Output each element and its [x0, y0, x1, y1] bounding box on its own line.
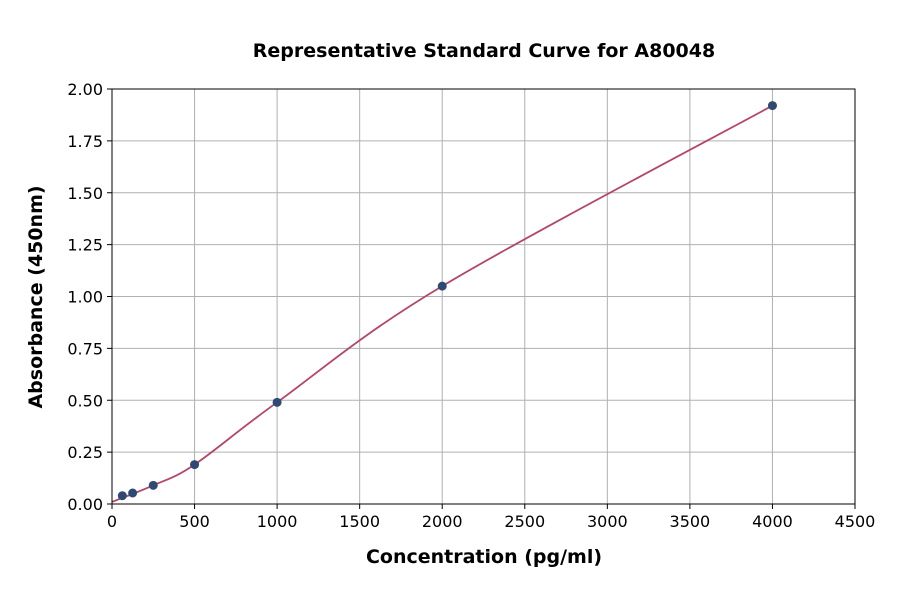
x-tick-label: 4000 [752, 512, 793, 531]
y-tick-label: 1.00 [67, 288, 103, 307]
data-point [117, 491, 127, 501]
y-tick-label: 0.00 [67, 495, 103, 514]
x-tick-label: 2000 [422, 512, 463, 531]
data-point [128, 488, 138, 498]
y-axis-label: Absorbance (450nm) [25, 185, 47, 408]
x-tick-label: 3000 [587, 512, 628, 531]
x-tick-label: 1500 [339, 512, 380, 531]
y-tick-label: 1.25 [67, 236, 103, 255]
data-point [437, 281, 447, 291]
x-tick-label: 500 [179, 512, 210, 531]
y-tick-label: 1.75 [67, 132, 103, 151]
x-tick-label: 2500 [504, 512, 545, 531]
x-tick-label: 4500 [835, 512, 876, 531]
y-tick-label: 0.25 [67, 443, 103, 462]
y-tick-label: 1.50 [67, 184, 103, 203]
data-points [117, 101, 777, 501]
plot-frame [111, 88, 856, 505]
y-tick-label: 0.50 [67, 391, 103, 410]
chart-title: Representative Standard Curve for A80048 [253, 40, 715, 62]
ticks: 0 500 1000 1500 2000 2500 3000 3500 4000 4500 0.00… [67, 80, 875, 531]
grid [111, 88, 856, 505]
y-tick-label: 2.00 [67, 80, 103, 99]
fit-curve [111, 104, 773, 503]
data-point [767, 101, 777, 111]
y-tick-label: 0.75 [67, 339, 103, 358]
x-axis-label: Concentration (pg/ml) [366, 546, 602, 568]
x-tick-label: 0 [107, 512, 117, 531]
data-point [148, 480, 158, 490]
x-tick-label: 1000 [257, 512, 298, 531]
data-point [272, 397, 282, 407]
x-tick-label: 3500 [670, 512, 711, 531]
data-point [190, 460, 200, 470]
